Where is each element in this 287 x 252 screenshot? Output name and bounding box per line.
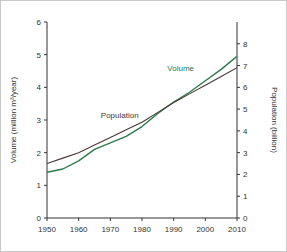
x-tick [110, 218, 111, 221]
x-tick [173, 218, 174, 221]
y2-tick [237, 65, 240, 66]
y-tick-label: 3 [37, 116, 42, 125]
y-tick-label: 6 [37, 18, 42, 27]
y-tick [44, 152, 47, 153]
y-tick [44, 22, 47, 23]
y-tick [44, 120, 47, 121]
y2-tick-label: 1 [243, 192, 248, 201]
y2-tick [237, 152, 240, 153]
y-tick-label: 4 [37, 83, 42, 92]
chart: 1950 1960 1970 1980 1990 2000 2010 0 1 2 3 4 5 6 0 1 2 3 4… [0, 0, 287, 252]
x-tick [205, 218, 206, 221]
x-tick-label: 1970 [101, 225, 119, 234]
legend-label: Volume [167, 64, 194, 73]
y-tick-label: 0 [37, 214, 42, 223]
y2-tick [237, 196, 240, 197]
y2-axis [237, 22, 238, 218]
x-tick-label: 1990 [165, 225, 183, 234]
y-axis-title: Volume (million m³/year) [9, 77, 18, 164]
y-tick-label: 1 [37, 181, 42, 190]
frame [1, 1, 287, 252]
y2-tick-label: 4 [243, 127, 248, 136]
y2-tick-label: 7 [243, 62, 248, 71]
y2-tick [237, 43, 240, 44]
y2-tick [237, 218, 240, 219]
y2-tick-label: 5 [243, 105, 248, 114]
x-tick-label: 2010 [228, 225, 246, 234]
y2-tick [237, 130, 240, 131]
x-tick [142, 218, 143, 221]
x-tick-label: 1960 [70, 225, 88, 234]
y2-tick-label: 8 [243, 40, 248, 49]
series-line [47, 68, 237, 164]
y2-tick-label: 6 [243, 83, 248, 92]
y2-tick [237, 174, 240, 175]
y2-tick [237, 109, 240, 110]
x-tick-label: 2000 [196, 225, 214, 234]
y2-axis-title: Population (billion) [270, 87, 279, 153]
y-tick [44, 218, 47, 219]
x-tick-label: 1950 [38, 225, 56, 234]
series-line [47, 56, 237, 172]
y2-tick-label: 3 [243, 149, 248, 158]
y2-tick-label: 0 [243, 214, 248, 223]
y2-tick [237, 87, 240, 88]
y-tick-label: 5 [37, 51, 42, 60]
y-tick [44, 87, 47, 88]
plot-lines [47, 56, 237, 172]
y2-tick-label: 2 [243, 170, 248, 179]
y-tick [44, 185, 47, 186]
legend-label: Population [101, 111, 139, 120]
y-tick-label: 2 [37, 149, 42, 158]
x-tick [78, 218, 79, 221]
y-tick [44, 54, 47, 55]
x-tick-label: 1980 [133, 225, 151, 234]
